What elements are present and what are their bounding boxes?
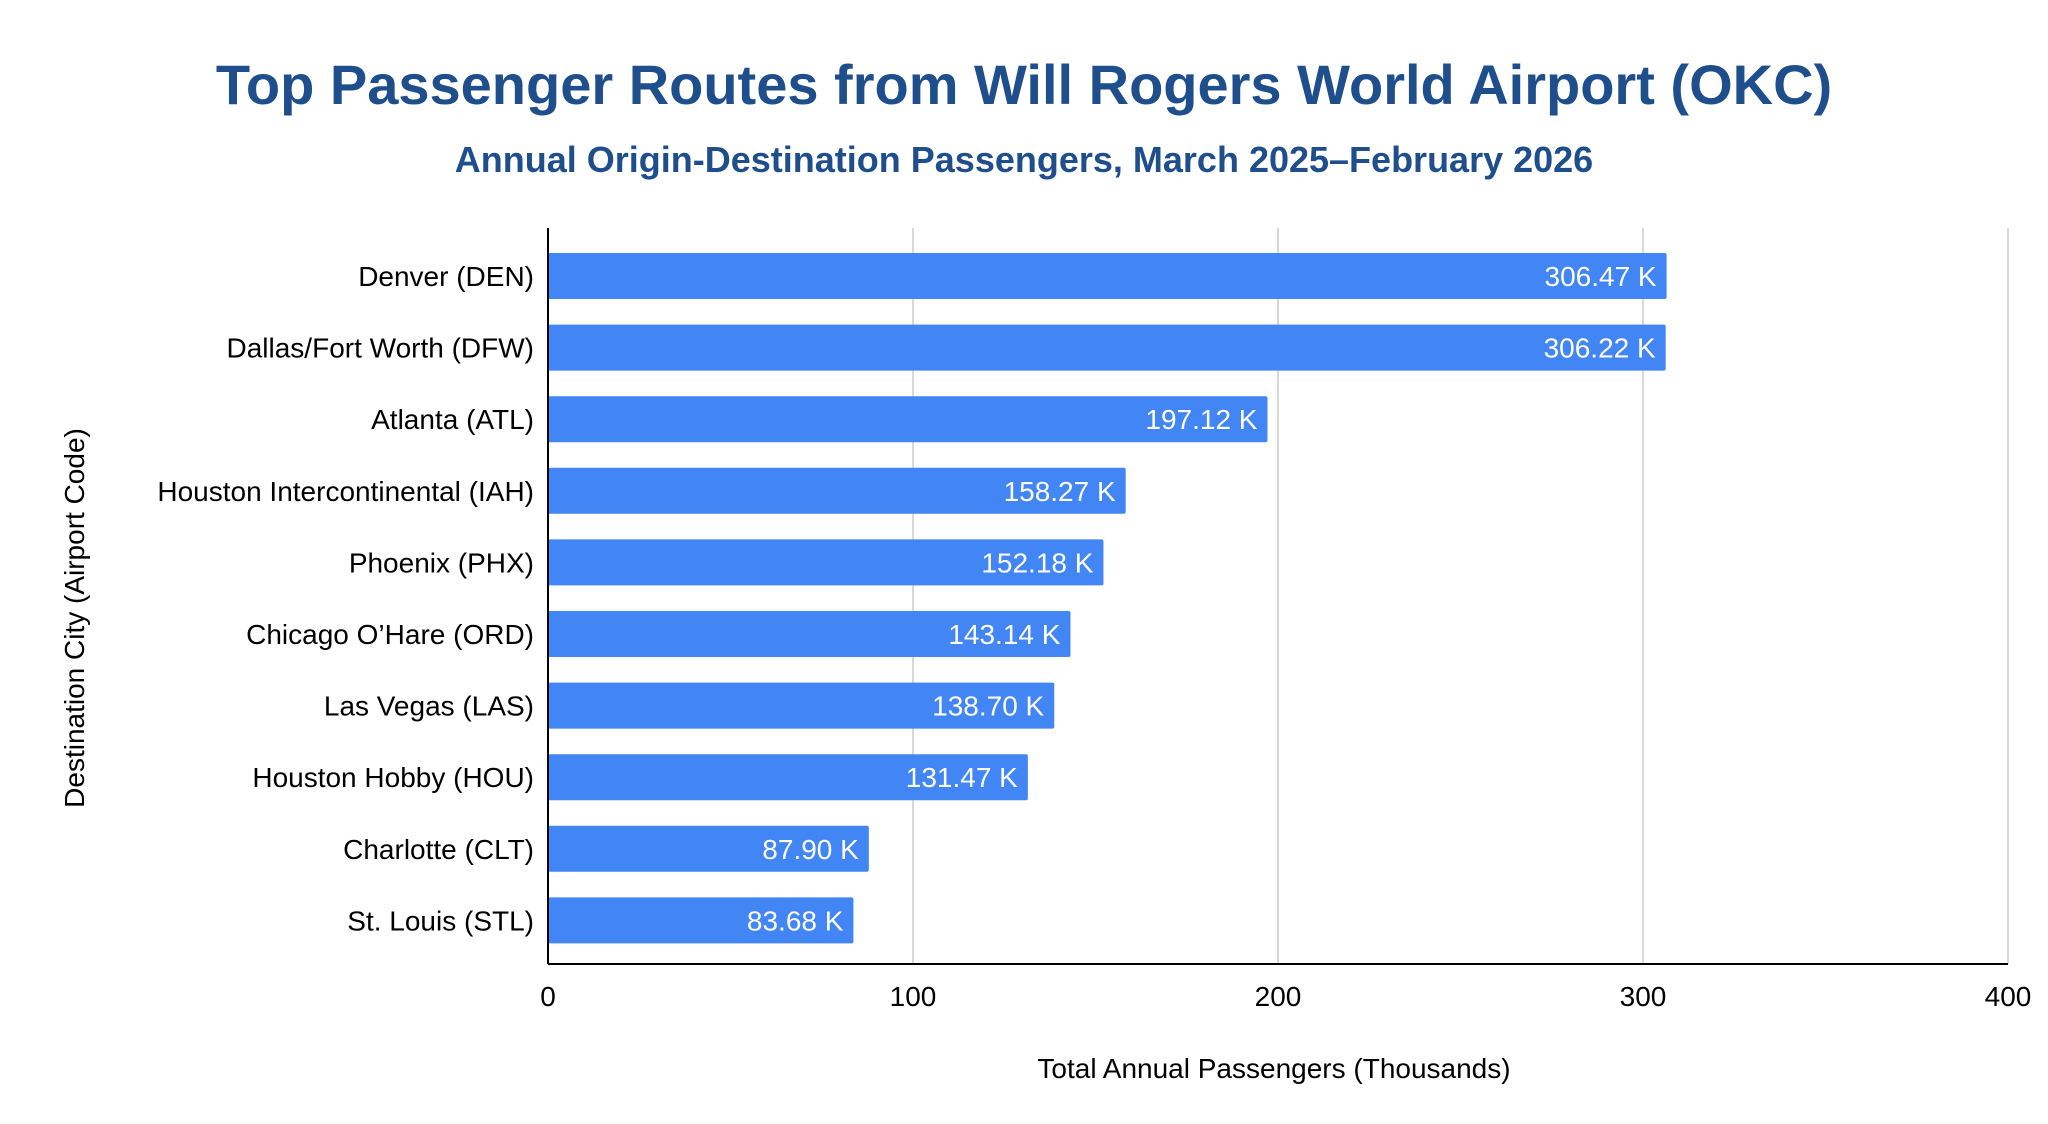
category-labels: Denver (DEN) Dallas/Fort Worth (DFW) Atlan… <box>157 261 534 936</box>
data-labels: 306.47 K 306.22 K 197.12 K 158.27 K 152.18 K… <box>747 261 1657 936</box>
data-label: 131.47 K <box>906 762 1018 793</box>
category-label: Houston Hobby (HOU) <box>252 762 534 793</box>
x-tick-label: 0 <box>540 981 556 1012</box>
data-label: 152.18 K <box>981 547 1093 578</box>
bar <box>548 467 1126 514</box>
data-label: 143.14 K <box>948 619 1060 650</box>
data-label: 83.68 K <box>747 905 844 936</box>
x-axis-title: Total Annual Passengers (Thousands) <box>1037 1053 1510 1084</box>
bar <box>548 611 1071 657</box>
category-label: Charlotte (CLT) <box>343 834 534 865</box>
data-label: 306.22 K <box>1544 333 1656 364</box>
chart-subtitle: Annual Origin-Destination Passengers, Ma… <box>455 139 1593 180</box>
bars <box>548 253 1667 944</box>
bar <box>548 825 869 872</box>
x-tick-label: 300 <box>1620 981 1667 1012</box>
bar <box>548 539 1104 586</box>
bar <box>548 754 1028 801</box>
x-tick-labels: 0 100 200 300 400 <box>540 981 2031 1012</box>
bar <box>548 253 1667 299</box>
bar <box>548 396 1268 443</box>
x-tick-label: 200 <box>1255 981 1302 1012</box>
y-axis-title: Destination City (Airport Code) <box>59 428 90 808</box>
category-label: Dallas/Fort Worth (DFW) <box>227 333 535 364</box>
category-label: Houston Intercontinental (IAH) <box>157 476 534 507</box>
category-label: Chicago O’Hare (ORD) <box>246 619 534 650</box>
bar <box>548 324 1666 371</box>
bar <box>548 682 1055 729</box>
category-label: Denver (DEN) <box>358 261 534 292</box>
category-label: St. Louis (STL) <box>347 905 534 936</box>
data-label: 87.90 K <box>762 834 859 865</box>
chart-title: Top Passenger Routes from Will Rogers Wo… <box>216 53 1832 116</box>
category-label: Las Vegas (LAS) <box>324 691 534 722</box>
data-label: 306.47 K <box>1545 261 1657 292</box>
category-label: Phoenix (PHX) <box>349 547 534 578</box>
x-tick-label: 100 <box>890 981 937 1012</box>
x-tick-label: 400 <box>1985 981 2032 1012</box>
category-label: Atlanta (ATL) <box>371 404 534 435</box>
data-label: 197.12 K <box>1145 404 1257 435</box>
data-label: 158.27 K <box>1004 476 1116 507</box>
bar <box>548 897 854 944</box>
data-label: 138.70 K <box>932 691 1044 722</box>
axes <box>547 228 2008 965</box>
